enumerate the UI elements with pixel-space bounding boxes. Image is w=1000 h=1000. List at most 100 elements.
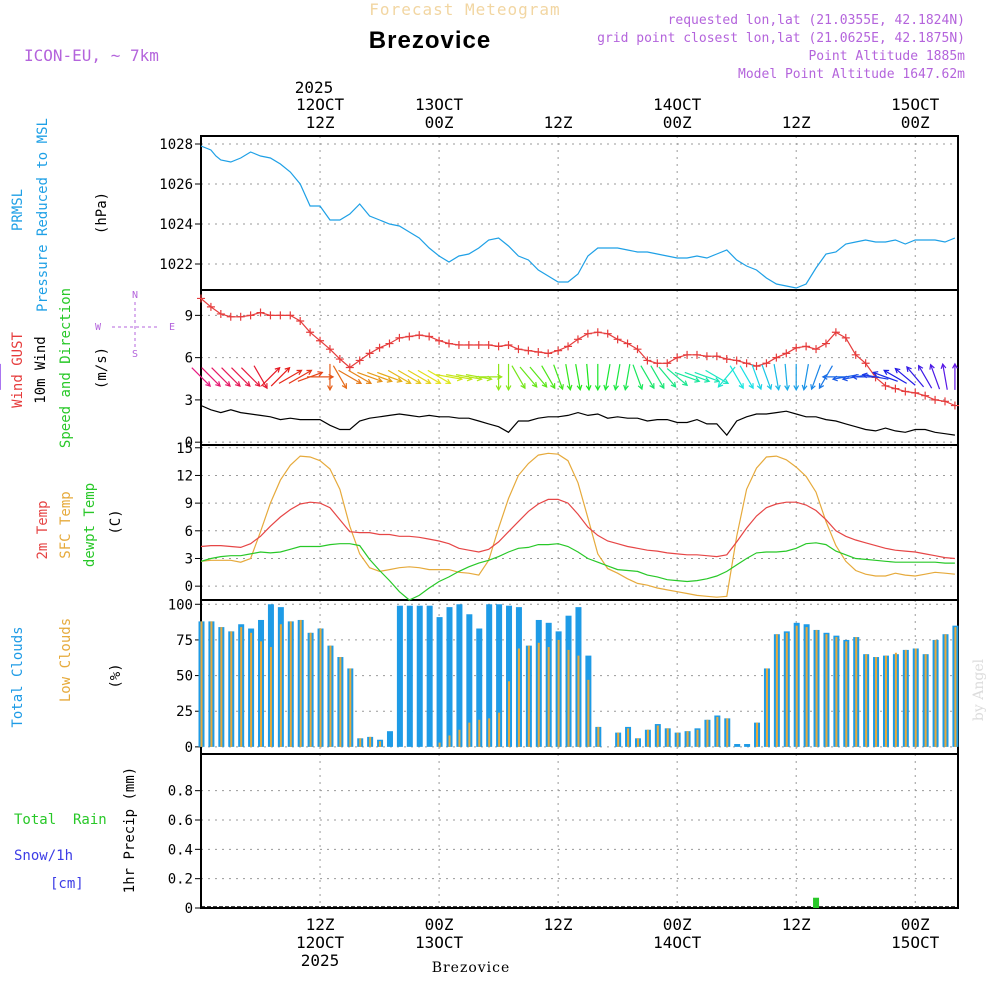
gust-marker <box>762 359 771 368</box>
low-cloud-bar <box>934 639 937 747</box>
top-hour-label: 12Z <box>782 113 811 132</box>
pressure-unit: (hPa) <box>94 192 110 234</box>
low-cloud-bar <box>805 627 808 747</box>
bottom-hour-label: 00Z <box>663 915 692 934</box>
wind-arrow-head <box>894 367 901 374</box>
gust-marker <box>831 328 840 337</box>
gust-marker <box>841 333 850 342</box>
gust-marker <box>901 387 910 396</box>
total-cloud-bar <box>734 744 741 747</box>
requested-coords: requested lon,lat (21.0355E, 42.1824N) <box>668 13 965 28</box>
wind-arrow <box>666 368 689 387</box>
panels: 1022102410261028036903691215025507510000… <box>0 136 959 917</box>
wind-arrow-head <box>603 384 610 391</box>
wind-arrow-head <box>284 366 291 373</box>
wind-arrow-head <box>341 383 348 390</box>
low-cloud-bar <box>210 621 213 747</box>
wind-arrow-shaft <box>270 367 290 387</box>
wind-arrow <box>784 363 790 392</box>
low-cloud-bar <box>716 716 719 747</box>
gust-marker <box>603 329 612 338</box>
gust-marker <box>355 356 364 365</box>
wind-panel-labels: Wind GUST 10m Wind Speed and Direction (… <box>10 288 175 448</box>
wind-arrow-head <box>445 378 452 385</box>
low-cloud-bar <box>260 641 263 747</box>
low-cloud-bar <box>686 731 689 747</box>
ytick-label: 0 <box>185 579 193 595</box>
wind-arrow-shaft <box>417 369 441 384</box>
precip-bars <box>201 897 958 908</box>
wind-arrow <box>553 364 564 391</box>
wind-arrow-shaft <box>906 366 925 388</box>
low-cloud-bar <box>825 634 828 747</box>
low-cloud-bar <box>230 631 233 747</box>
gust-marker <box>702 352 711 361</box>
wind-arrow-head <box>649 383 655 390</box>
gust-marker <box>445 339 453 348</box>
wind-arrow <box>288 369 313 384</box>
gust-marker <box>256 308 265 317</box>
wind-arrow-shaft <box>650 365 665 389</box>
gust-marker <box>306 328 315 337</box>
total-cloud-bar <box>416 605 423 747</box>
prmsl-label: PRMSL <box>10 189 26 231</box>
wind-arrow-head <box>723 378 730 385</box>
wind-arrow-shaft <box>407 369 431 384</box>
wind-arrow-shaft <box>519 366 538 388</box>
gust-marker <box>802 342 811 351</box>
gust-marker <box>732 356 741 365</box>
gust-marker <box>911 388 920 397</box>
ytick-label: 12 <box>176 468 193 484</box>
low-cloud-bar <box>944 634 947 747</box>
cloud-panel-labels: Total Clouds Low Clouds (%) <box>10 618 124 728</box>
wind-arrow-head <box>520 383 526 390</box>
wind-arrow-shaft <box>427 369 451 384</box>
gust-marker <box>405 332 414 341</box>
top-day-label: 14OCT <box>653 95 702 114</box>
dewpt-label: dewpt Temp <box>82 483 98 567</box>
low-cloud-bar <box>498 712 501 747</box>
gust-marker <box>891 384 900 393</box>
wind-arrow-shaft <box>575 364 581 390</box>
low-cloud-bar <box>448 735 451 747</box>
gust-marker <box>573 335 582 344</box>
wind-arrow-shaft <box>367 371 392 382</box>
bottom-day-label: 14OCT <box>653 933 702 952</box>
wind-arrow-shaft <box>221 367 241 387</box>
wind-arrow-head <box>872 371 879 377</box>
wind-arrow-shaft <box>761 364 772 390</box>
gust-marker <box>782 349 791 358</box>
wind-arrow-shaft <box>862 374 889 380</box>
dewpt-line <box>200 542 955 601</box>
ytick-label: 6 <box>185 524 193 540</box>
wind-arrow <box>694 371 721 383</box>
ytick-label: 100 <box>168 597 193 613</box>
wind-arrow-head <box>810 384 816 391</box>
cloud-bars <box>198 604 959 747</box>
precip-unit: 1hr Precip (mm) <box>122 767 138 893</box>
total-cloud-bar <box>456 604 463 747</box>
wind-arrow-head <box>405 378 412 385</box>
wind-arrow <box>260 366 281 387</box>
wind-arrow-shaft <box>705 369 729 384</box>
pressure-panel-labels: PRMSL Pressure Reduced to MSL (hPa) <box>10 118 110 312</box>
cloud-unit: (%) <box>108 663 124 688</box>
wind-dir-label: Speed and Direction <box>58 288 74 448</box>
wind-arrow-head <box>215 381 221 387</box>
low-cloud-bar <box>865 654 868 747</box>
wind-arrow-shaft <box>455 374 482 380</box>
gust-marker <box>494 342 503 351</box>
wind-arrow <box>951 362 958 390</box>
wind-arrow-shaft <box>231 367 251 387</box>
ytick-label: 0 <box>185 740 193 756</box>
gust-marker <box>335 355 344 364</box>
wind-arrow-head <box>670 381 677 388</box>
low-cloud-bar <box>706 719 709 747</box>
wind-arrow-head <box>576 384 583 391</box>
low-cloud-bar <box>656 725 659 747</box>
gust-marker <box>206 302 215 311</box>
wind-arrow-head <box>274 366 281 373</box>
wind-arrow <box>751 364 763 391</box>
gust-marker <box>683 350 692 359</box>
low-cloud-bar <box>835 637 838 747</box>
